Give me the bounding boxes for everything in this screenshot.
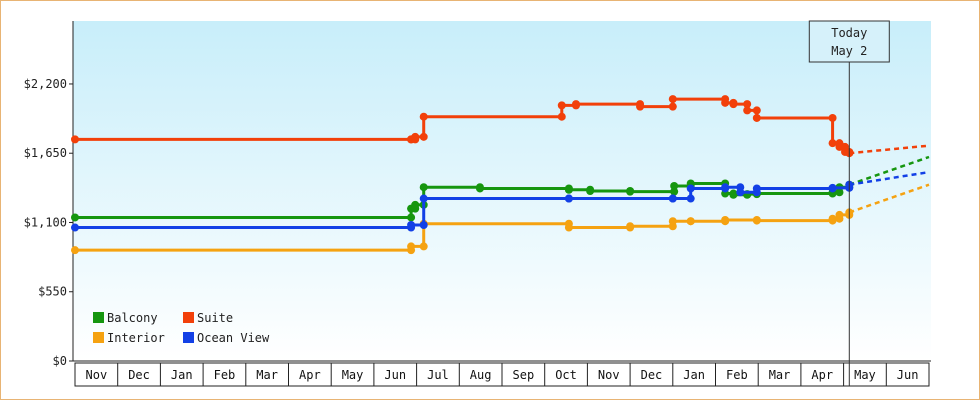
data-point bbox=[420, 113, 428, 121]
today-date: May 2 bbox=[831, 44, 867, 58]
data-point bbox=[743, 106, 751, 114]
data-point bbox=[829, 139, 837, 147]
data-point bbox=[729, 100, 737, 108]
month-label: Dec bbox=[641, 368, 663, 382]
legend-swatch-suite bbox=[183, 312, 194, 323]
month-label: Jan bbox=[683, 368, 705, 382]
month-label: Dec bbox=[128, 368, 150, 382]
data-point bbox=[420, 221, 428, 229]
x-axis: Nov Dec Jan Feb Mar Apr May Jun Jul Aug Sep Oct Nov D… bbox=[73, 361, 931, 386]
data-point bbox=[829, 114, 837, 122]
data-point bbox=[687, 184, 695, 192]
legend-label-ocean-view: Ocean View bbox=[197, 331, 270, 345]
month-label: Aug bbox=[470, 368, 492, 382]
data-point bbox=[721, 183, 729, 191]
month-label: Jul bbox=[427, 368, 449, 382]
data-point bbox=[829, 184, 837, 192]
data-point bbox=[626, 222, 634, 230]
legend-label-interior: Interior bbox=[107, 331, 165, 345]
data-point bbox=[572, 100, 580, 108]
y-tick-label: $0 bbox=[53, 354, 67, 368]
month-label: Apr bbox=[811, 368, 833, 382]
data-point bbox=[558, 113, 566, 121]
data-point bbox=[687, 195, 695, 203]
data-point bbox=[753, 106, 761, 114]
data-point bbox=[558, 101, 566, 109]
data-point bbox=[71, 224, 79, 232]
y-tick-label: $1,100 bbox=[24, 215, 67, 229]
data-point bbox=[721, 216, 729, 224]
month-label: Mar bbox=[256, 368, 278, 382]
data-point bbox=[753, 217, 761, 225]
data-point bbox=[829, 215, 837, 223]
legend-swatch-balcony bbox=[93, 312, 104, 323]
data-point bbox=[71, 246, 79, 254]
data-point bbox=[670, 182, 678, 190]
y-tick-label: $550 bbox=[38, 285, 67, 299]
data-point bbox=[420, 195, 428, 203]
data-point bbox=[636, 103, 644, 111]
legend-swatch-ocean-view bbox=[183, 332, 194, 343]
data-point bbox=[586, 187, 594, 195]
data-point bbox=[476, 184, 484, 192]
month-label: Nov bbox=[598, 368, 620, 382]
month-label: Jun bbox=[897, 368, 919, 382]
data-point bbox=[669, 195, 677, 203]
data-point bbox=[669, 95, 677, 103]
month-label: Sep bbox=[513, 368, 535, 382]
data-point bbox=[565, 195, 573, 203]
month-label: Feb bbox=[726, 368, 748, 382]
data-point bbox=[407, 213, 415, 221]
month-label: Feb bbox=[214, 368, 236, 382]
legend-label-suite: Suite bbox=[197, 311, 233, 325]
data-point bbox=[835, 211, 843, 219]
month-label: May bbox=[342, 368, 364, 382]
today-label: Today bbox=[831, 26, 867, 40]
data-point bbox=[729, 191, 737, 199]
legend-swatch-interior bbox=[93, 332, 104, 343]
month-label: Apr bbox=[299, 368, 321, 382]
month-label: Jan bbox=[171, 368, 193, 382]
month-label: Nov bbox=[86, 368, 108, 382]
month-label: Oct bbox=[555, 368, 577, 382]
data-point bbox=[407, 242, 415, 250]
data-point bbox=[420, 183, 428, 191]
data-point bbox=[420, 242, 428, 250]
y-tick-label: $2,200 bbox=[24, 77, 67, 91]
y-axis: $0 $550 $1,100 $1,650 $2,200 bbox=[24, 21, 73, 368]
data-point bbox=[407, 221, 415, 229]
data-point bbox=[736, 188, 744, 196]
data-point bbox=[420, 133, 428, 141]
y-tick-label: $1,650 bbox=[24, 146, 67, 160]
data-point bbox=[411, 133, 419, 141]
month-label: Jun bbox=[384, 368, 406, 382]
data-point bbox=[753, 184, 761, 192]
data-point bbox=[626, 188, 634, 196]
data-point bbox=[411, 201, 419, 209]
plot-background bbox=[73, 21, 931, 361]
data-point bbox=[753, 114, 761, 122]
data-point bbox=[565, 224, 573, 232]
month-label: Mar bbox=[769, 368, 791, 382]
data-point bbox=[687, 217, 695, 225]
month-label: May bbox=[854, 368, 876, 382]
data-point bbox=[71, 213, 79, 221]
data-point bbox=[721, 99, 729, 107]
data-point bbox=[669, 103, 677, 111]
data-point bbox=[71, 135, 79, 143]
data-point bbox=[565, 186, 573, 194]
data-point bbox=[669, 217, 677, 225]
legend-label-balcony: Balcony bbox=[107, 311, 158, 325]
